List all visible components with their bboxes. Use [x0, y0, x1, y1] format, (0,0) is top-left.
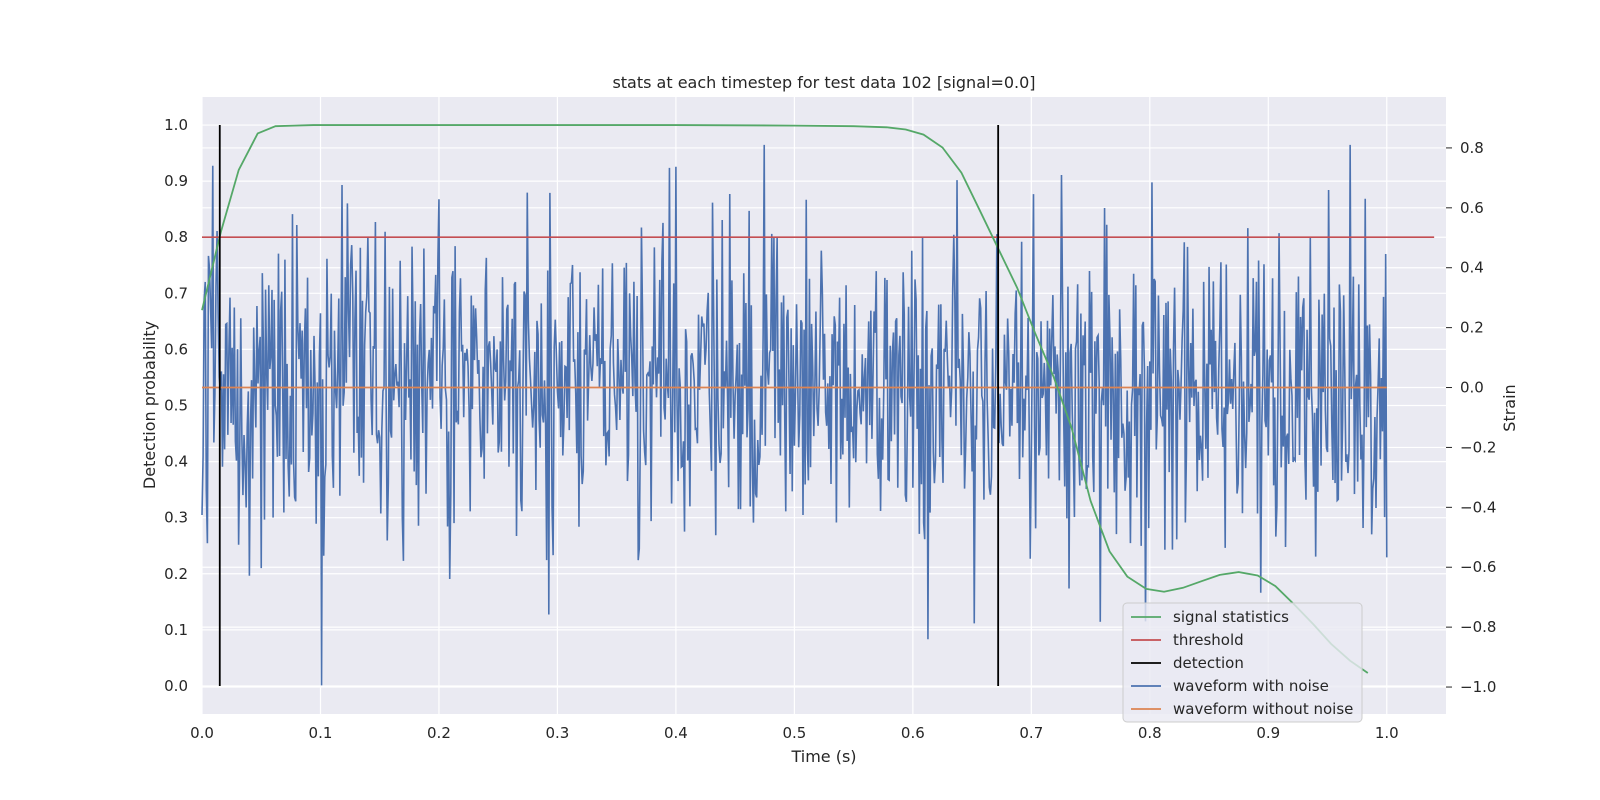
legend-label: signal statistics	[1173, 608, 1289, 626]
y-tick-label-right: −1.0	[1460, 678, 1496, 696]
y-axis-label-left: Detection probability	[140, 321, 159, 489]
x-tick-label: 0.0	[190, 724, 214, 742]
legend-label: threshold	[1173, 631, 1244, 649]
legend-label: detection	[1173, 654, 1244, 672]
y-tick-label-left: 0.1	[164, 621, 188, 639]
y-tick-label-right: 0.4	[1460, 259, 1484, 277]
x-tick-label: 0.1	[309, 724, 333, 742]
y-tick-label-left: 0.6	[164, 340, 188, 358]
y-tick-label-left: 0.7	[164, 284, 188, 302]
y-tick-label-right: −0.6	[1460, 558, 1496, 576]
y-tick-label-right: 0.6	[1460, 199, 1484, 217]
y-tick-label-right: −0.4	[1460, 498, 1496, 516]
y-tick-label-left: 0.3	[164, 509, 188, 527]
y-tick-label-left: 0.0	[164, 677, 188, 695]
y-tick-label-right: −0.2	[1460, 438, 1496, 456]
chart-title: stats at each timestep for test data 102…	[612, 73, 1035, 92]
legend-box	[1122, 602, 1363, 723]
plot-series	[201, 124, 1435, 686]
waveform-with-noise-line	[201, 144, 1388, 686]
y-tick-label-left: 0.2	[164, 565, 188, 583]
y-tick-label-right: 0.2	[1460, 319, 1484, 337]
x-tick-label: 0.3	[545, 724, 569, 742]
y-tick-label-left: 0.9	[164, 172, 188, 190]
x-tick-label: 0.2	[427, 724, 451, 742]
axis-ticks: 0.0 0.1 0.2 0.3 0.4 0.5 0.6 0.7 0.8 0.9 1.0 0.0 0.1 0…	[164, 116, 1496, 742]
y-tick-label-left: 0.8	[164, 228, 188, 246]
x-tick-label: 0.7	[1019, 724, 1043, 742]
y-tick-label-right: 0.0	[1460, 379, 1484, 397]
legend-label: waveform with noise	[1173, 677, 1329, 695]
x-tick-label: 0.9	[1256, 724, 1280, 742]
y-axis-label-right: Strain	[1500, 384, 1519, 431]
y-tick-label-left: 0.4	[164, 453, 188, 471]
y-tick-label-left: 1.0	[164, 116, 188, 134]
legend-label: waveform without noise	[1173, 700, 1353, 718]
x-tick-label: 1.0	[1375, 724, 1399, 742]
y-tick-label-left: 0.5	[164, 397, 188, 415]
x-tick-label: 0.4	[664, 724, 688, 742]
x-tick-label: 0.5	[782, 724, 806, 742]
x-axis-label: Time (s)	[790, 747, 856, 766]
y-tick-label-right: −0.8	[1460, 618, 1496, 636]
y-tick-label-right: 0.8	[1460, 139, 1484, 157]
x-tick-label: 0.6	[901, 724, 925, 742]
x-tick-label: 0.8	[1138, 724, 1162, 742]
legend: signal statistics threshold detection wavef…	[1122, 602, 1363, 723]
